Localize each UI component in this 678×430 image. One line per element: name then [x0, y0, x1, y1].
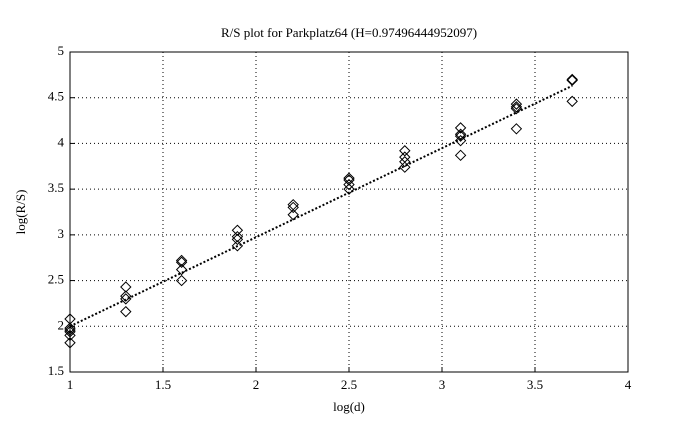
- data-point: [566, 73, 578, 86]
- data-point: [120, 290, 132, 302]
- y-tick-label: 2: [58, 317, 65, 332]
- data-point: [343, 183, 355, 195]
- data-point: [64, 329, 76, 342]
- data-point: [64, 324, 76, 336]
- data-point: [566, 95, 578, 108]
- data-point: [399, 145, 411, 157]
- x-axis-label: log(d): [333, 399, 365, 414]
- data-point: [566, 74, 578, 87]
- y-tick-label: 4: [58, 134, 65, 149]
- data-point: [231, 224, 244, 236]
- data-point: [510, 98, 523, 110]
- y-axis-label: log(R/S): [13, 190, 28, 235]
- chart-title: R/S plot for Parkplatz64 (H=0.9749644495…: [221, 25, 477, 40]
- data-point: [175, 256, 188, 268]
- x-tick-label: 2.5: [341, 377, 357, 392]
- data-point: [510, 102, 523, 115]
- data-point: [231, 230, 244, 243]
- y-tick-label: 5: [58, 43, 65, 58]
- data-point: [454, 122, 467, 134]
- data-point: [175, 254, 188, 267]
- data-point: [454, 130, 467, 142]
- data-point: [287, 209, 299, 221]
- data-point: [343, 178, 355, 191]
- data-point: [287, 201, 299, 214]
- data-point: [454, 128, 467, 140]
- data-point: [64, 326, 76, 338]
- data-point: [343, 172, 355, 184]
- x-tick-label: 1: [67, 377, 74, 392]
- data-point: [454, 149, 467, 162]
- x-tick-label: 2: [253, 377, 260, 392]
- data-point: [64, 337, 76, 349]
- data-point: [175, 274, 188, 287]
- data-point: [64, 322, 76, 334]
- fit-line: [69, 84, 573, 328]
- data-point: [399, 156, 411, 168]
- y-tick-label: 3: [58, 226, 65, 241]
- data-point: [120, 293, 132, 305]
- data-point: [175, 263, 188, 276]
- data-point: [120, 305, 132, 318]
- plot-frame: [69, 51, 629, 373]
- data-point: [231, 233, 244, 246]
- x-tick-label: 3.5: [527, 377, 543, 392]
- data-point: [510, 123, 523, 135]
- data-point: [343, 174, 355, 186]
- data-point: [399, 161, 411, 173]
- x-tick-label: 1.5: [155, 377, 171, 392]
- x-tick-label: 4: [625, 377, 632, 392]
- data-point: [287, 198, 299, 211]
- y-tick-label: 4.5: [48, 89, 64, 104]
- y-tick-label: 1.5: [48, 363, 64, 378]
- data-point: [510, 101, 523, 113]
- data-point: [231, 240, 244, 252]
- y-tick-label: 3.5: [48, 180, 64, 195]
- y-tick-label: 2.5: [48, 272, 64, 287]
- data-point: [454, 134, 467, 147]
- x-tick-label: 3: [439, 377, 446, 392]
- data-point: [64, 313, 76, 325]
- data-point: [120, 281, 132, 293]
